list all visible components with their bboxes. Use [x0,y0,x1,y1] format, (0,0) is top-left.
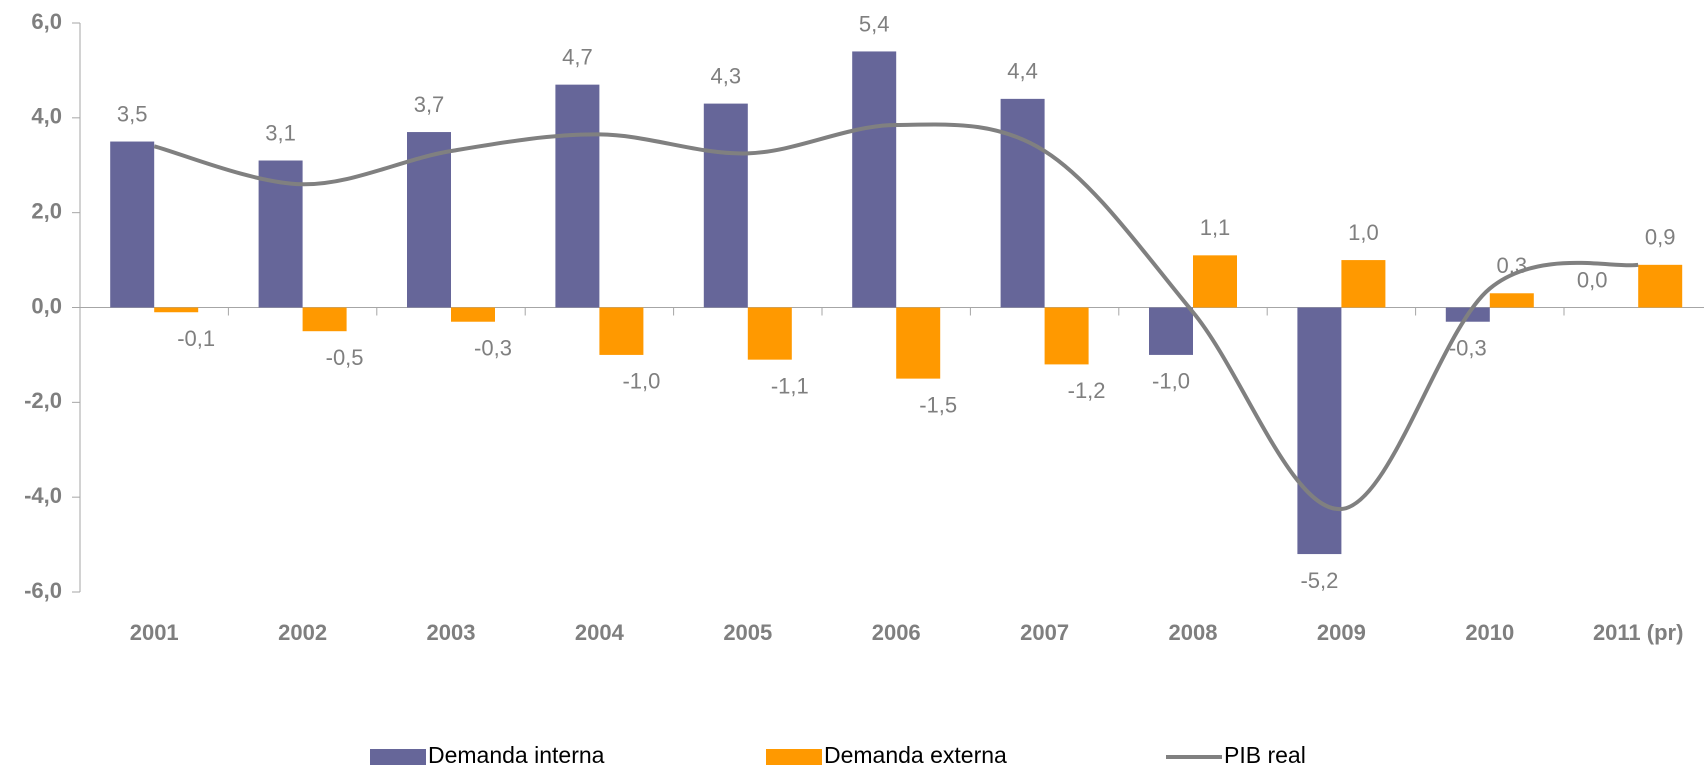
x-tick-label: 2010 [1465,620,1514,645]
value-label: 5,4 [859,11,890,36]
value-label: 3,5 [117,101,148,126]
bar [1000,98,1045,308]
y-tick-label: 4,0 [31,104,62,129]
value-label: -0,1 [177,326,215,351]
bar [555,84,600,308]
value-label: -0,5 [326,345,364,370]
value-label: 0,0 [1577,267,1608,292]
value-label: -1,0 [1152,369,1190,394]
y-tick-label: -2,0 [24,388,62,413]
value-label: -0,3 [474,336,512,361]
legend-label: PIB real [1224,742,1306,768]
bar [599,307,644,355]
bar [451,307,495,322]
x-tick-label: 2001 [130,620,179,645]
x-tick-label: 2004 [575,620,625,645]
bar [1149,307,1193,355]
x-tick-label: 2005 [723,620,772,645]
x-tick-label: 2011 (pr) [1593,620,1684,645]
value-label: -1,5 [919,392,957,417]
legend-swatch [370,749,426,765]
y-tick-label: 0,0 [31,293,62,318]
legend-label: Demanda externa [824,742,1007,768]
value-label: -0,3 [1449,336,1487,361]
x-tick-label: 2003 [427,620,476,645]
bar [1638,264,1683,308]
value-label: 3,7 [414,92,445,117]
value-label: 4,7 [562,44,593,69]
value-label: 1,0 [1348,220,1379,245]
y-tick-label: -6,0 [24,578,62,603]
x-tick-label: 2009 [1317,620,1366,645]
x-tick-label: 2008 [1169,620,1218,645]
value-label: -1,2 [1068,378,1106,403]
bar [896,307,941,379]
bar [110,141,155,308]
value-label: -1,0 [622,369,660,394]
bar [747,307,792,360]
y-tick-label: -4,0 [24,483,62,508]
bar [1489,293,1534,308]
bar [1044,307,1089,365]
bar [1341,260,1386,308]
value-label: 4,3 [711,63,742,88]
line [153,122,1639,512]
value-label: 1,1 [1200,215,1231,240]
bar [852,51,897,308]
value-label: -1,1 [771,373,809,398]
bar [1193,255,1237,308]
value-label: 4,4 [1007,59,1038,84]
x-tick-label: 2002 [278,620,327,645]
value-label: 0,9 [1645,225,1676,250]
x-tick-label: 2006 [872,620,921,645]
x-tick-label: 2007 [1020,620,1069,645]
value-label: 3,1 [265,120,296,145]
legend-label: Demanda interna [428,742,605,768]
bar [154,307,199,313]
y-tick-label: 2,0 [31,198,62,223]
bar [302,307,347,332]
bar [703,103,748,308]
value-label: -5,2 [1300,568,1338,593]
y-tick-label: 6,0 [31,9,62,34]
bar [1297,307,1342,555]
legend-swatch [766,749,822,765]
